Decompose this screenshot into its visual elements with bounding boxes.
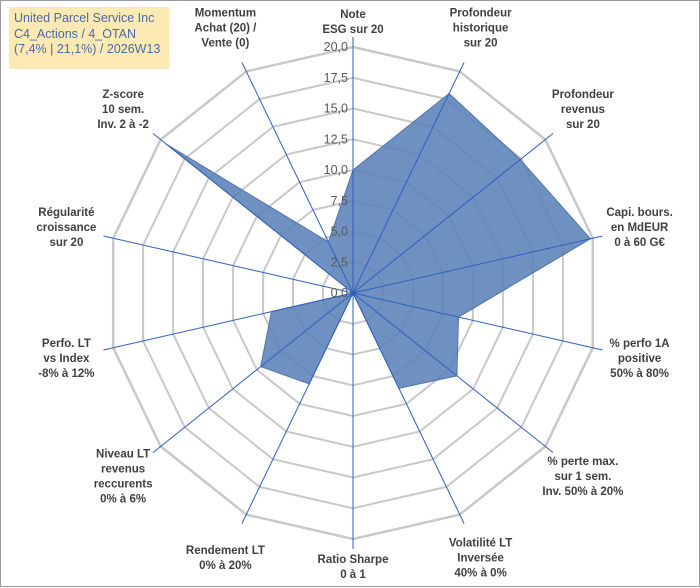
tick-label: 10,0	[324, 163, 348, 177]
axis-spoke	[352, 62, 465, 294]
axis-label: Profondeur historique sur 20	[450, 8, 512, 50]
tick-label: 7,5	[331, 194, 348, 208]
axis-label: Perfo. LT vs Index -8% à 12%	[38, 338, 94, 380]
axis-label: Ratio Sharpe 0 à 1	[318, 554, 389, 581]
axis-label: % perfo 1A positive 50% à 80%	[610, 338, 670, 380]
axis-spoke	[103, 235, 354, 294]
axis-label: Momentum Achat (20) / Vente (0)	[194, 8, 257, 50]
axis-spoke	[241, 62, 354, 294]
axis-label: Régularité croissance sur 20	[36, 207, 96, 249]
title-line-category: C4_Actions / 4_OTAN	[14, 26, 137, 41]
axis-spoke	[352, 235, 603, 294]
axis-spoke	[241, 292, 354, 524]
axis-label: Niveau LT revenus reccurents 0% à 6%	[94, 448, 153, 505]
title-line-stats: (7,4% | 21,1%) / 2026W13	[14, 42, 161, 56]
axis-spoke	[152, 292, 354, 453]
axis-spoke	[352, 292, 554, 453]
axis-spoke	[352, 133, 554, 294]
axis-label: % perte max. sur 1 sem. Inv. 50% à 20%	[542, 456, 623, 498]
axis-spoke	[352, 292, 603, 351]
tick-label: 5,0	[331, 225, 348, 239]
axis-spoke	[352, 292, 465, 524]
tick-label: 0,0	[331, 286, 348, 300]
axis-label: Note ESG sur 20	[322, 9, 383, 36]
axis-label: Profondeur revenus sur 20	[552, 89, 614, 131]
axis-label: Volatilité LT Inversée 40% à 0%	[449, 537, 512, 579]
axis-spoke	[152, 133, 354, 294]
tick-label: 2,5	[331, 255, 348, 269]
axis-spoke	[103, 292, 354, 351]
tick-label: 20,0	[324, 40, 348, 54]
axis-label: Rendement LT 0% à 20%	[186, 545, 265, 572]
tick-label: 15,0	[324, 102, 348, 116]
chart-title-box: United Parcel Service Inc C4_Actions / 4…	[9, 7, 169, 69]
tick-label: 12,5	[324, 132, 348, 146]
axis-label: Z-score 10 sem. Inv. 2 à -2	[97, 89, 149, 131]
axis-label: Capi. bours. en MdEUR 0 à 60 G€	[606, 207, 672, 249]
title-line-company: United Parcel Service Inc	[14, 11, 155, 25]
tick-label: 17,5	[324, 71, 348, 85]
